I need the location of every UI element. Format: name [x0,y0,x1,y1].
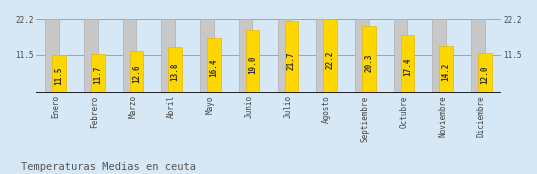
Bar [169,47,182,93]
Bar [207,38,221,93]
Bar [45,19,59,93]
Text: 12.6: 12.6 [132,65,141,83]
Bar [162,19,175,93]
Text: 13.8: 13.8 [171,63,180,81]
Text: 11.7: 11.7 [93,66,103,84]
Bar [394,19,407,93]
Text: 14.2: 14.2 [441,62,451,81]
Text: 19.0: 19.0 [248,55,257,74]
Bar [362,26,375,93]
Text: 11.5: 11.5 [55,66,63,85]
Bar [278,19,291,93]
Text: 17.4: 17.4 [403,57,412,76]
Bar [323,19,337,93]
Text: Temperaturas Medias en ceuta: Temperaturas Medias en ceuta [21,162,197,172]
Bar [200,19,214,93]
Bar [239,19,252,93]
Text: 12.0: 12.0 [481,65,489,84]
Bar [91,54,105,93]
Bar [123,19,136,93]
Text: 22.2: 22.2 [325,50,335,69]
Bar [439,46,453,93]
Bar [316,19,330,93]
Bar [130,51,143,93]
Bar [84,19,98,93]
Bar [401,35,414,93]
Bar [246,30,259,93]
Text: 16.4: 16.4 [209,59,219,77]
Text: 21.7: 21.7 [287,51,296,70]
Bar [285,21,298,93]
Bar [471,19,485,93]
Bar [478,53,492,93]
Bar [432,19,446,93]
Bar [52,55,66,93]
Bar [355,19,368,93]
Text: 20.3: 20.3 [364,53,373,72]
